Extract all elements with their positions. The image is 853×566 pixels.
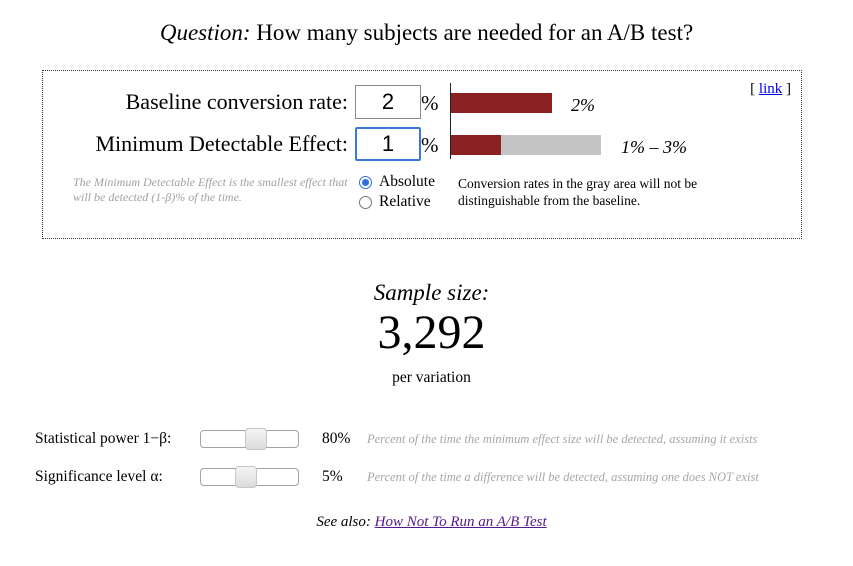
sample-size-label: Sample size: bbox=[373, 280, 490, 305]
baseline-axis-line bbox=[450, 83, 451, 159]
question-heading: Question: How many subjects are needed f… bbox=[0, 18, 853, 48]
baseline-label: Baseline conversion rate: bbox=[125, 89, 348, 114]
mde-bar bbox=[451, 135, 601, 155]
baseline-bar bbox=[451, 93, 601, 113]
baseline-input[interactable] bbox=[355, 85, 421, 119]
significance-slider[interactable] bbox=[200, 466, 299, 488]
radio-absolute-label: Absolute bbox=[379, 173, 435, 190]
mde-percent-unit: % bbox=[421, 133, 439, 157]
gray-area-note: Conversion rates in the gray area will n… bbox=[458, 176, 698, 208]
link-anchor[interactable]: link bbox=[758, 81, 783, 97]
significance-value: 5% bbox=[322, 468, 343, 485]
question-label: Question: bbox=[159, 20, 251, 45]
sample-size-value: 3,292 bbox=[377, 306, 486, 359]
power-slider[interactable] bbox=[200, 428, 299, 450]
mde-note: The Minimum Detectable Effect is the sma… bbox=[73, 175, 348, 204]
link-bracket-open: [ bbox=[750, 81, 759, 97]
baseline-bar-text: 2% bbox=[571, 95, 595, 115]
radio-relative-circle[interactable] bbox=[359, 195, 372, 209]
radio-relative[interactable]: Relative bbox=[359, 192, 431, 212]
power-label: Statistical power 1−β: bbox=[35, 430, 172, 447]
baseline-percent-unit: % bbox=[421, 91, 439, 115]
mde-input[interactable] bbox=[355, 127, 421, 161]
link-bracket-close: ] bbox=[782, 81, 791, 97]
mde-bar-gray-area bbox=[501, 135, 601, 155]
significance-slider-thumb[interactable] bbox=[235, 466, 257, 488]
power-slider-thumb[interactable] bbox=[245, 428, 267, 450]
see-also-link[interactable]: How Not To Run an A/B Test bbox=[374, 514, 547, 530]
significance-label: Significance level α: bbox=[35, 468, 163, 485]
power-note: Percent of the time the minimum effect s… bbox=[367, 432, 758, 446]
baseline-bar-fill bbox=[451, 93, 552, 113]
power-value: 80% bbox=[322, 430, 351, 447]
mde-range-text: 1% – 3% bbox=[621, 137, 687, 157]
see-also-label: See also: bbox=[316, 514, 375, 530]
link-wrapper: [ link ] bbox=[750, 81, 791, 98]
per-variation-label: per variation bbox=[392, 369, 471, 386]
see-also: See also: How Not To Run an A/B Test bbox=[0, 512, 853, 532]
question-text: How many subjects are needed for an A/B … bbox=[250, 20, 694, 45]
significance-note: Percent of the time a difference will be… bbox=[367, 470, 759, 484]
radio-absolute[interactable]: Absolute bbox=[359, 172, 435, 192]
radio-relative-label: Relative bbox=[379, 193, 431, 210]
calculator-panel: Baseline conversion rate: % Minimum Dete… bbox=[42, 70, 802, 239]
radio-absolute-circle[interactable] bbox=[359, 175, 372, 189]
mde-bar-fill bbox=[451, 135, 501, 155]
mde-label: Minimum Detectable Effect: bbox=[95, 131, 348, 156]
